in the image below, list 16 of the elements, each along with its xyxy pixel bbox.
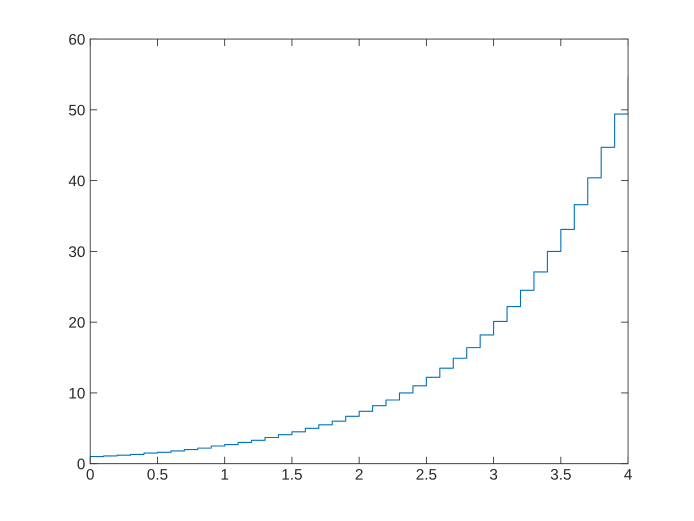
x-tick-label: 4 — [624, 469, 632, 480]
y-tick-label: 50 — [68, 104, 85, 116]
y-tick-label: 10 — [70, 388, 85, 399]
x-tick-label: 1 — [222, 469, 228, 480]
y-tick-label: 20 — [69, 317, 85, 328]
y-tick-label: 30 — [68, 246, 85, 258]
y-tick-label: 0 — [77, 458, 85, 470]
y-tick-label: 40 — [68, 175, 85, 186]
x-tick-label: 3 — [490, 468, 498, 480]
x-tick-label: 0.5 — [147, 468, 168, 480]
x-tick-label: 2 — [356, 468, 363, 480]
y-tick-label: 60 — [69, 34, 85, 45]
x-tick-label: 1.5 — [282, 469, 302, 480]
x-tick-label: 3.5 — [550, 468, 571, 480]
x-tick-label: 2.5 — [416, 468, 436, 480]
x-tick-label: 0 — [86, 468, 94, 480]
